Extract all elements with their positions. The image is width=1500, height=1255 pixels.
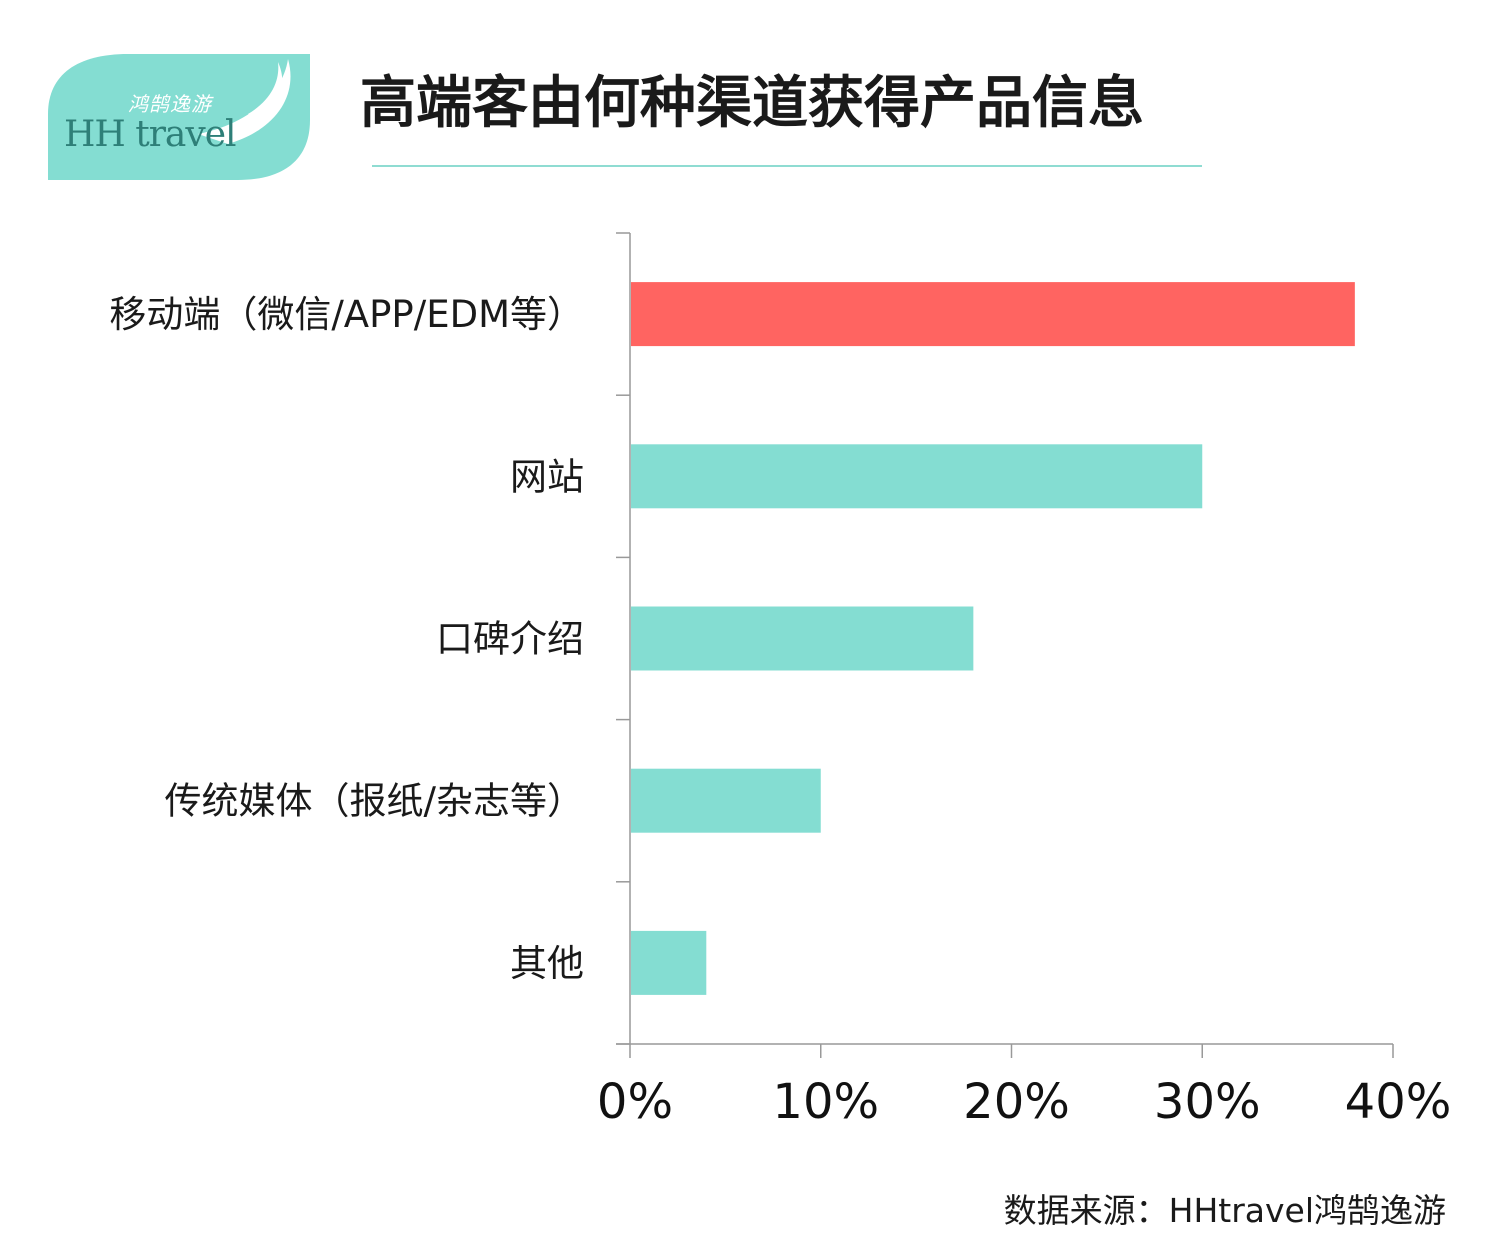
bar xyxy=(631,768,821,833)
x-tick-label: 40% xyxy=(1345,1074,1452,1130)
x-tick-label: 10% xyxy=(772,1074,879,1130)
bar xyxy=(631,282,1355,347)
category-label: 口碑介绍 xyxy=(436,618,584,661)
logo-chinese-text: 鸿鹄逸游 xyxy=(128,92,212,116)
bar xyxy=(631,606,974,671)
page-title: 高端客由何种渠道获得产品信息 xyxy=(360,71,1144,136)
category-label: 网站 xyxy=(510,455,584,498)
x-tick-label: 0% xyxy=(597,1074,673,1130)
bar xyxy=(631,444,1203,509)
source-note: 数据来源：HHtravel鸿鹄逸游 xyxy=(1003,1191,1446,1230)
logo: 鸿鹄逸游 HH travel xyxy=(48,54,310,180)
title-divider xyxy=(372,165,1202,167)
logo-shape xyxy=(48,54,310,180)
x-tick-label: 20% xyxy=(963,1074,1070,1130)
category-label: 传统媒体（报纸/杂志等） xyxy=(165,780,584,823)
logo-english-text: HH travel xyxy=(64,114,237,155)
category-label: 其他 xyxy=(510,942,584,985)
x-tick-label: 30% xyxy=(1154,1074,1261,1130)
bar xyxy=(631,930,707,995)
category-label: 移动端（微信/APP/EDM等） xyxy=(109,293,584,336)
